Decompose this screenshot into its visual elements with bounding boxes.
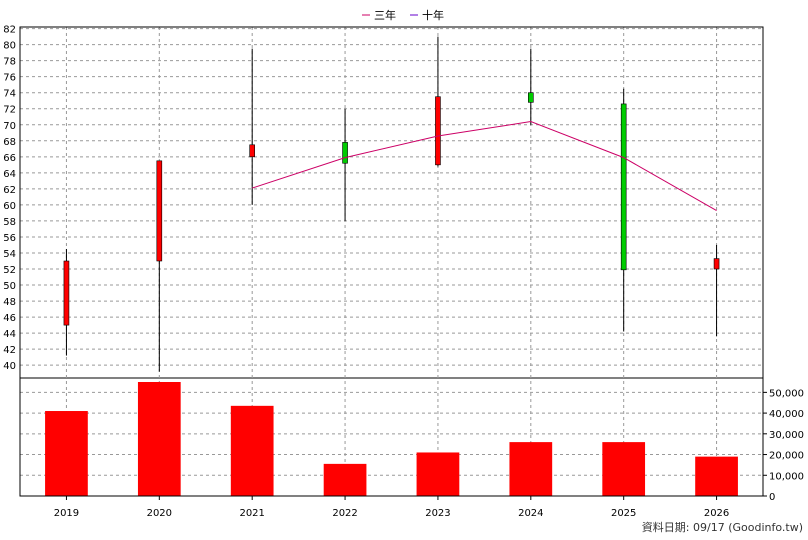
price-tick-label: 56	[3, 233, 16, 244]
price-tick-label: 68	[3, 137, 16, 148]
x-tick-label: 2020	[147, 508, 172, 519]
volume-bar	[230, 405, 274, 496]
legend: 三年 十年	[362, 8, 444, 22]
x-tick-label: 2023	[425, 508, 450, 519]
price-axis: 40 42 44 46 48 50 52 54 56 58 60 62 64 66 68 70 72 74 76 78…	[3, 25, 16, 373]
price-tick-label: 70	[3, 121, 16, 132]
x-tick-label: 2022	[332, 508, 357, 519]
price-tick-label: 54	[3, 249, 16, 260]
three-year-line	[252, 121, 717, 211]
price-tick-label: 46	[3, 313, 16, 324]
plot-frame	[19, 26, 764, 497]
volume-tick-label: 0	[769, 492, 775, 503]
price-tick-label: 72	[3, 105, 16, 116]
candle-body	[620, 103, 627, 271]
price-tick-label: 66	[3, 153, 16, 164]
x-tick-label: 2021	[239, 508, 264, 519]
price-tick-label: 82	[3, 25, 16, 36]
price-tick-label: 76	[3, 73, 16, 84]
volume-tick-label: 30,000	[769, 430, 804, 441]
volume-bars	[45, 382, 738, 496]
candle-body	[156, 160, 163, 262]
x-tick-label: 2019	[54, 508, 79, 519]
three-year-series-line	[252, 121, 717, 211]
price-tick-label: 62	[3, 185, 16, 196]
candle-body	[528, 92, 534, 103]
candle-body	[435, 96, 441, 166]
x-tick-label: 2025	[611, 508, 636, 519]
volume-grid	[20, 391, 763, 476]
candle-body	[342, 142, 348, 164]
candle-body	[249, 144, 255, 158]
price-tick-label: 80	[3, 41, 16, 52]
price-tick-label: 58	[3, 217, 16, 228]
legend-label-3y: 三年	[374, 8, 396, 22]
volume-axis: 0 10,000 20,000 30,000 40,000 50,000	[763, 388, 804, 503]
candles	[63, 36, 720, 372]
volume-bar	[137, 382, 181, 496]
volume-bar	[45, 411, 88, 496]
volume-bar	[602, 442, 646, 496]
price-tick-label: 44	[3, 329, 16, 340]
price-tick-label: 48	[3, 297, 16, 308]
volume-tick-label: 20,000	[769, 451, 804, 462]
price-tick-label: 50	[3, 281, 16, 292]
legend-label-10y: 十年	[422, 8, 444, 22]
volume-bar	[509, 442, 553, 496]
candle-body	[63, 260, 70, 326]
x-axis: 2019 2020 2021 2022 2023 2024 2025 2026	[54, 496, 729, 519]
footer-source: 資料日期: 09/17 (Goodinfo.tw)	[642, 520, 803, 534]
candle-body	[713, 258, 720, 270]
x-tick-label: 2026	[704, 508, 729, 519]
price-grid	[20, 27, 763, 496]
x-tick-label: 2024	[518, 508, 543, 519]
price-tick-label: 64	[3, 169, 16, 180]
volume-bar	[323, 463, 367, 496]
volume-bar	[416, 452, 460, 496]
volume-tick-label: 10,000	[769, 471, 804, 482]
volume-bar	[695, 456, 738, 496]
price-tick-label: 78	[3, 57, 16, 68]
volume-tick-label: 50,000	[769, 388, 804, 399]
price-tick-label: 74	[3, 89, 16, 100]
price-tick-label: 40	[3, 361, 16, 372]
price-tick-label: 60	[3, 201, 16, 212]
price-tick-label: 42	[3, 345, 16, 356]
volume-tick-label: 40,000	[769, 409, 804, 420]
price-tick-label: 52	[3, 265, 16, 276]
